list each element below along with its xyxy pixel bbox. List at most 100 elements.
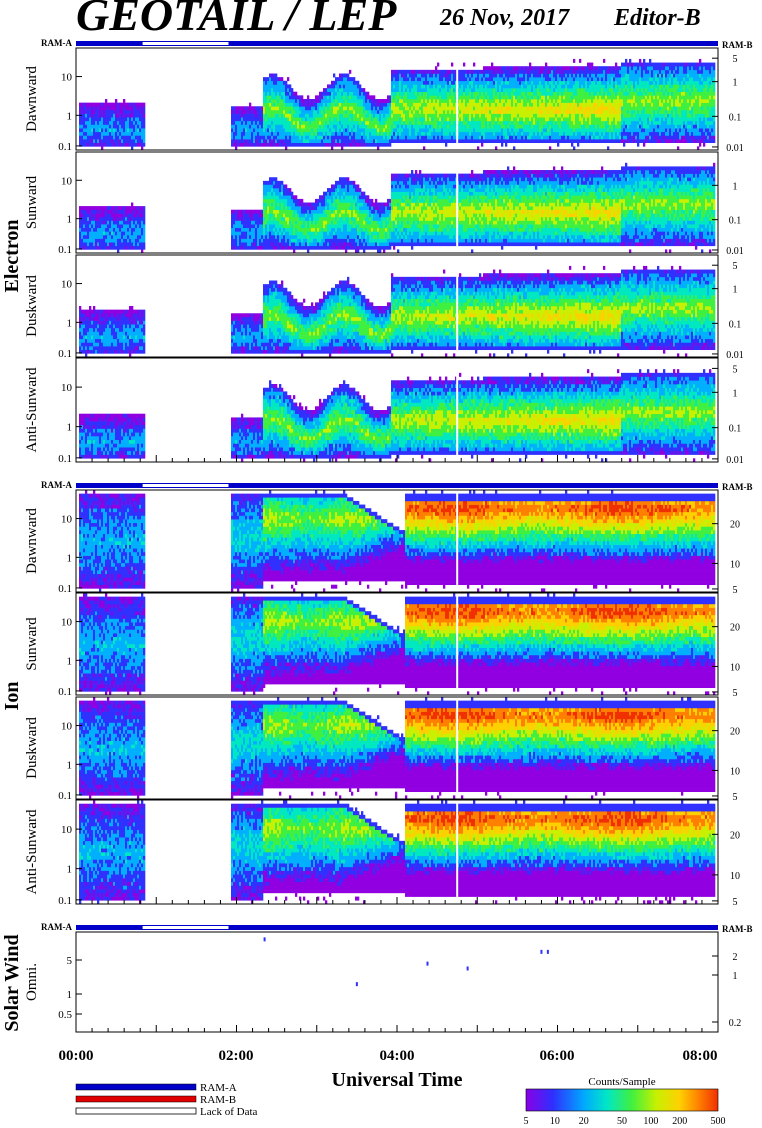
heatmap-cell [279, 103, 281, 107]
heatmap-cell [261, 121, 263, 125]
heatmap-cell [239, 132, 241, 136]
heatmap-cell [125, 106, 127, 110]
heatmap-cell [121, 103, 123, 107]
heatmap-cell [87, 121, 89, 125]
heatmap-cell [137, 117, 139, 121]
heatmap-cell [127, 132, 129, 136]
heatmap-cell [281, 84, 283, 88]
heatmap-cell [243, 121, 245, 125]
heatmap-cell [93, 143, 95, 147]
heatmap-cell [263, 92, 265, 96]
heatmap-cell [125, 125, 127, 129]
heatmap-cell [141, 117, 143, 121]
heatmap-cell [79, 121, 81, 125]
heatmap-cell [141, 103, 143, 107]
heatmap-cell [131, 139, 133, 143]
heatmap-cell [275, 114, 277, 118]
heatmap-cell [125, 143, 127, 147]
heatmap-cell [257, 117, 259, 121]
heatmap-cell [81, 125, 83, 129]
heatmap-cell [107, 125, 109, 129]
heatmap-cell [261, 114, 263, 118]
heatmap-cell [137, 143, 139, 147]
heatmap-cell [113, 117, 115, 121]
heatmap-cell [269, 139, 271, 143]
heatmap-cell [257, 135, 259, 139]
heatmap-cell [117, 114, 119, 118]
heatmap-cell [275, 110, 277, 114]
heatmap-cell [263, 84, 265, 88]
heatmap-cell [131, 125, 133, 129]
heatmap-cell [87, 110, 89, 114]
heatmap-cell [263, 106, 265, 110]
heatmap-cell [105, 139, 107, 143]
heatmap-cell [125, 121, 127, 125]
heatmap-cell [265, 99, 267, 103]
heatmap-cell [129, 132, 131, 136]
heatmap-cell [85, 106, 87, 110]
heatmap-cell [245, 114, 247, 118]
heatmap-cell [249, 114, 251, 118]
heatmap-cell [281, 128, 283, 132]
heatmap-cell [113, 103, 115, 107]
heatmap-cell [137, 114, 139, 118]
heatmap-cell [95, 114, 97, 118]
heatmap-cell [137, 135, 139, 139]
heatmap-cell [241, 114, 243, 118]
heatmap-cell [97, 117, 99, 121]
heatmap-cell [133, 110, 135, 114]
heatmap-cell [247, 117, 249, 121]
heatmap-cell [99, 128, 101, 132]
heatmap-cell [235, 135, 237, 139]
heatmap-cell [143, 128, 145, 132]
heatmap-cell [135, 117, 137, 121]
heatmap-cell [131, 128, 133, 132]
heatmap-cell [281, 95, 283, 99]
heatmap-cell [115, 143, 117, 147]
heatmap-cell [235, 125, 237, 129]
heatmap-cell [89, 114, 91, 118]
heatmap-cell [137, 132, 139, 136]
heatmap-cell [95, 121, 97, 125]
heatmap-cell [139, 132, 141, 136]
heatmap-cell [83, 135, 85, 139]
heatmap-cell [235, 110, 237, 114]
heatmap-cell [281, 81, 283, 85]
heatmap-cell [279, 95, 281, 99]
heatmap-cell [123, 132, 125, 136]
ram-a-label: RAM-A [41, 38, 72, 48]
heatmap-cell [109, 135, 111, 139]
heatmap-cell [253, 125, 255, 129]
heatmap-cell [277, 99, 279, 103]
heatmap-cell [265, 114, 267, 118]
heatmap-cell [237, 114, 239, 118]
heatmap-cell [119, 110, 121, 114]
heatmap-cell [137, 139, 139, 143]
heatmap-cell [249, 121, 251, 125]
heatmap-cell [243, 128, 245, 132]
heatmap-cell [257, 125, 259, 129]
heatmap-cell [279, 135, 281, 139]
heatmap-cell [263, 114, 265, 118]
heatmap-cell [83, 143, 85, 147]
heatmap-cell [125, 114, 127, 118]
heatmap-cell [265, 77, 267, 81]
heatmap-cell [85, 143, 87, 147]
heatmap-cell [105, 143, 107, 147]
heatmap-cell [133, 106, 135, 110]
heatmap-cell [281, 143, 283, 147]
heatmap-cell [281, 103, 283, 107]
heatmap-cell [273, 103, 275, 107]
heatmap-cell [249, 132, 251, 136]
heatmap-cell [271, 110, 273, 114]
heatmap-cell [105, 114, 107, 118]
heatmap-cell [89, 143, 91, 147]
heatmap-cell [139, 125, 141, 129]
heatmap-cell [251, 135, 253, 139]
heatmap-cell [269, 114, 271, 118]
heatmap-cell [99, 110, 101, 114]
heatmap-cell [265, 81, 267, 85]
heatmap-cell [241, 106, 243, 110]
heatmap-cell [143, 103, 145, 107]
heatmap-cell [105, 99, 107, 103]
